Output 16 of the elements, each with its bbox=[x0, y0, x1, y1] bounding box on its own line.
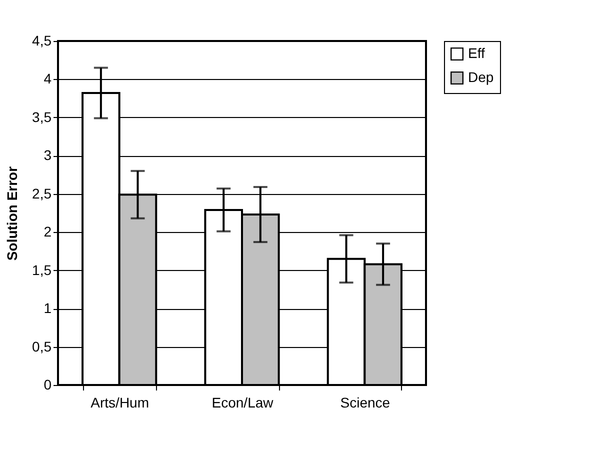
y-tick-label: 2 bbox=[44, 224, 52, 240]
y-tick-label: 1 bbox=[44, 300, 52, 316]
y-axis-title: Solution Error bbox=[4, 166, 20, 261]
x-tick-label: Arts/Hum bbox=[90, 394, 150, 410]
y-tick-label: 2,5 bbox=[32, 185, 52, 202]
legend-label: Dep bbox=[468, 69, 494, 85]
x-tick-label: Econ/Law bbox=[212, 394, 274, 410]
y-tick-label: 0 bbox=[44, 376, 52, 392]
y-tick-label: 4 bbox=[44, 70, 52, 87]
y-tick-label: 3 bbox=[44, 147, 52, 164]
y-tick-label: 0,5 bbox=[32, 338, 52, 354]
y-tick-label: 3,5 bbox=[32, 108, 52, 125]
y-tick-label: 1,5 bbox=[32, 262, 52, 278]
x-tick-label: Science bbox=[340, 394, 390, 410]
legend-label: Eff bbox=[468, 45, 485, 61]
y-tick-label: 4,5 bbox=[32, 32, 52, 48]
